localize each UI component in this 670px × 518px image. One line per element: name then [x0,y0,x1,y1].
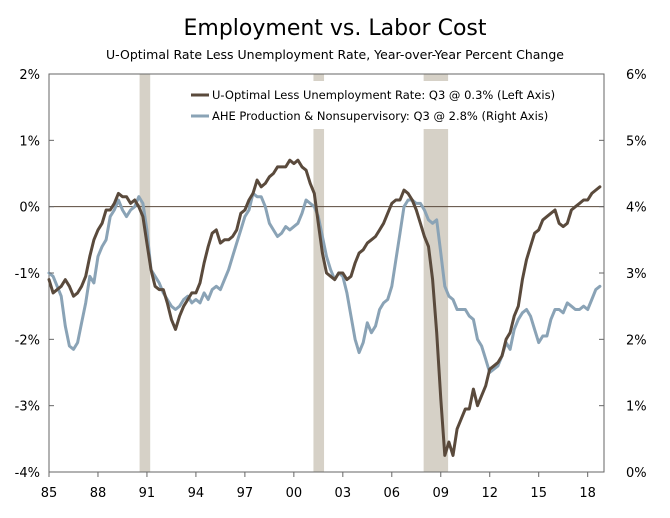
left-tick-label: -3% [15,400,40,415]
legend-label-ahe: AHE Production & Nonsupervisory: Q3 @ 2.… [212,109,548,123]
x-tick-label: 09 [432,486,449,501]
right-tick-label: 3% [626,267,647,282]
series-line-0 [47,158,602,457]
x-tick-label: 91 [139,486,156,501]
right-tick-label: 1% [626,400,647,415]
x-tick-label: 06 [384,486,401,501]
x-tick-label: 15 [530,486,547,501]
left-tick-label: -2% [15,333,40,348]
x-tick-label: 03 [335,486,352,501]
chart-subtitle: U-Optimal Rate Less Unemployment Rate, Y… [106,47,564,62]
legend-label-u-optimal: U-Optimal Less Unemployment Rate: Q3 @ 0… [212,88,555,102]
recession-band-1 [313,74,325,472]
x-tick-label: 18 [579,486,596,501]
x-tick-label: 85 [41,486,58,501]
left-tick-label: 1% [19,134,40,149]
left-tick-label: -4% [15,466,40,481]
right-tick-label: 0% [626,466,647,481]
series-layer [47,158,602,457]
series-line-1 [47,191,602,374]
right-tick-label: 6% [626,68,647,83]
x-tick-label: 12 [481,486,498,501]
legend: U-Optimal Less Unemployment Rate: Q3 @ 0… [185,81,603,129]
left-tick-label: 0% [19,201,40,216]
left-tick-label: 2% [19,68,40,83]
x-axis: 85 88 91 94 97 00 03 06 09 12 15 18 [41,472,596,501]
left-tick-label: -1% [15,267,40,282]
right-axis: 6% 5% 4% 3% 2% 1% 0% [599,68,647,481]
x-tick-label: 94 [188,486,205,501]
recession-bands [139,74,449,472]
right-tick-label: 5% [626,134,647,149]
left-axis: 2% 1% 0% -1% -2% -3% -4% [15,68,54,481]
chart-title: Employment vs. Labor Cost [183,16,487,41]
x-tick-label: 00 [286,486,303,501]
x-tick-label: 88 [90,486,107,501]
x-tick-label: 97 [237,486,254,501]
right-tick-label: 2% [626,333,647,348]
legend-box [185,81,603,129]
recession-band-0 [139,74,151,472]
right-tick-label: 4% [626,201,647,216]
